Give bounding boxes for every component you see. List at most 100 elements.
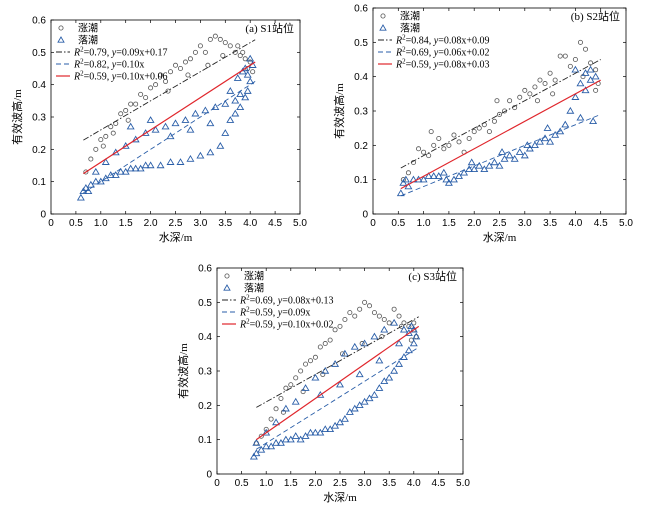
ebb-point [576,79,585,87]
flood-point [240,49,246,55]
ebb-point [465,165,474,173]
ebb-point [485,161,494,169]
legend-ebb-marker [223,284,231,291]
ebb-point [166,132,175,140]
flood-point [153,82,159,88]
flood-point [250,69,256,75]
ebb-point [321,366,330,374]
ebb-point [121,167,130,175]
ebb-point [419,175,428,183]
ebb-point [136,164,145,172]
ebb-point [243,87,252,94]
ebb-point [257,445,266,453]
legend-flood-label: 涨潮 [400,10,420,23]
ebb-point [390,318,399,326]
ebb-point [226,116,235,123]
flood-point [428,129,434,135]
y-axis-title: 有效波高/m [176,343,190,399]
fit-line-ebb [256,346,419,450]
flood-point [534,98,540,104]
ebb-point [581,69,590,76]
flood-point [202,49,208,55]
flood-point [207,36,213,42]
x-tick-label: 5.0 [293,218,307,229]
ebb-point [151,125,160,133]
ebb-point [551,130,560,138]
ebb-point [79,187,88,195]
flood-point [446,142,452,148]
flood-point [298,368,304,374]
y-tick-label: 0.1 [354,175,368,186]
ebb-point [306,428,315,436]
x-tick-label: 1.5 [442,218,456,229]
flood-point [103,133,109,139]
x-axis-title: 水深/m [483,231,517,244]
flood-point [347,310,353,316]
panel-title: (b) S2站位 [571,9,620,23]
flood-point [562,53,568,59]
ebb-point [444,179,453,186]
flood-point [182,59,188,65]
legend-fit_ebb-text: R2=0.69, y=0.06x+0.02 [395,46,489,59]
flood-point [588,60,594,66]
ebb-point [449,175,458,183]
ebb-point [186,125,195,133]
ebb-point [131,164,140,172]
ebb-point [429,172,438,179]
flood-point [273,406,279,412]
series-flood [400,39,601,183]
flood-point [362,299,368,305]
flood-point [593,67,599,73]
series-ebb [396,65,600,197]
ebb-point [345,408,354,415]
y-tick-label: 0.6 [32,16,46,27]
y-tick-label: 0.4 [354,72,368,83]
flood-point [220,53,226,59]
flood-point [557,53,563,59]
legend-ebb-label: 落潮 [78,34,98,47]
flood-point [143,95,149,101]
legend-fit_ebb-text: R2=0.59, y=0.09x [239,306,310,319]
ebb-point [355,370,364,378]
ebb-point [591,72,600,80]
legend-flood-marker [224,273,230,279]
ebb-point [370,390,379,398]
ebb-point [91,177,100,185]
ebb-point [399,325,408,333]
flood-point [278,395,284,401]
flood-point [100,143,106,149]
flood-point [312,354,318,360]
panel-title: (a) S1站位 [245,21,294,35]
x-tick-label: 0.5 [391,218,405,229]
flood-point [337,323,343,329]
ebb-point [385,373,394,381]
ebb-point [498,148,507,155]
flood-point [542,81,548,87]
legend-fit_all-text: R2=0.59, y=0.10x+0.02 [239,318,333,331]
legend-flood-label: 涨潮 [78,22,98,35]
flood-point [288,382,294,388]
ebb-point [311,428,320,436]
flood-point [332,327,338,333]
flood-point [522,87,528,93]
flood-point [552,77,558,83]
ebb-point [156,161,165,169]
ebb-point [523,141,532,149]
ebb-point [221,99,230,107]
ebb-point [566,106,575,114]
y-tick-label: 0.5 [32,48,46,59]
ebb-point [233,74,242,81]
ebb-point [360,397,369,405]
x-tick-label: 2.5 [169,218,183,229]
ebb-point [272,418,281,426]
ebb-point [296,435,305,443]
ebb-point [267,442,276,450]
ebb-point [96,177,105,185]
flood-point [172,62,178,68]
flood-point [148,85,154,91]
ebb-point [399,179,408,186]
flood-point [327,337,333,343]
flood-point [471,129,477,135]
